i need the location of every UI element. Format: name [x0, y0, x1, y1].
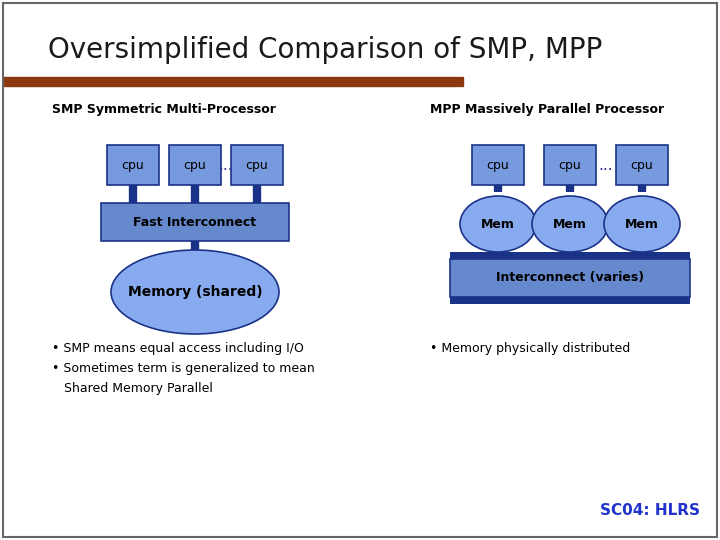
- FancyBboxPatch shape: [107, 145, 159, 185]
- FancyBboxPatch shape: [231, 145, 283, 185]
- Ellipse shape: [111, 250, 279, 334]
- Text: cpu: cpu: [246, 159, 269, 172]
- FancyBboxPatch shape: [616, 145, 668, 185]
- Ellipse shape: [460, 196, 536, 252]
- FancyBboxPatch shape: [450, 259, 690, 297]
- FancyBboxPatch shape: [450, 252, 690, 262]
- Text: ...: ...: [219, 158, 233, 172]
- FancyBboxPatch shape: [472, 145, 524, 185]
- Text: • SMP means equal access including I/O: • SMP means equal access including I/O: [52, 342, 304, 355]
- FancyBboxPatch shape: [169, 145, 221, 185]
- Text: Oversimplified Comparison of SMP, MPP: Oversimplified Comparison of SMP, MPP: [48, 36, 603, 64]
- Text: ...: ...: [599, 158, 613, 172]
- Text: Memory (shared): Memory (shared): [127, 285, 262, 299]
- Text: Mem: Mem: [481, 218, 515, 231]
- Text: • Sometimes term is generalized to mean: • Sometimes term is generalized to mean: [52, 362, 315, 375]
- Text: Shared Memory Parallel: Shared Memory Parallel: [64, 382, 213, 395]
- Text: Fast Interconnect: Fast Interconnect: [133, 215, 256, 228]
- Text: cpu: cpu: [559, 159, 581, 172]
- Ellipse shape: [532, 196, 608, 252]
- Text: cpu: cpu: [631, 159, 653, 172]
- Text: cpu: cpu: [487, 159, 509, 172]
- FancyBboxPatch shape: [544, 145, 596, 185]
- FancyBboxPatch shape: [450, 294, 690, 304]
- Text: Mem: Mem: [625, 218, 659, 231]
- Text: cpu: cpu: [184, 159, 207, 172]
- Text: • Memory physically distributed: • Memory physically distributed: [430, 342, 630, 355]
- Text: cpu: cpu: [122, 159, 145, 172]
- Text: SMP Symmetric Multi-Processor: SMP Symmetric Multi-Processor: [52, 104, 276, 117]
- Text: Mem: Mem: [553, 218, 587, 231]
- Text: MPP Massively Parallel Processor: MPP Massively Parallel Processor: [430, 104, 664, 117]
- Bar: [3, 77, 463, 86]
- Text: SC04: HLRS: SC04: HLRS: [600, 503, 700, 518]
- FancyBboxPatch shape: [101, 203, 289, 241]
- Ellipse shape: [604, 196, 680, 252]
- Text: Interconnect (varies): Interconnect (varies): [496, 272, 644, 285]
